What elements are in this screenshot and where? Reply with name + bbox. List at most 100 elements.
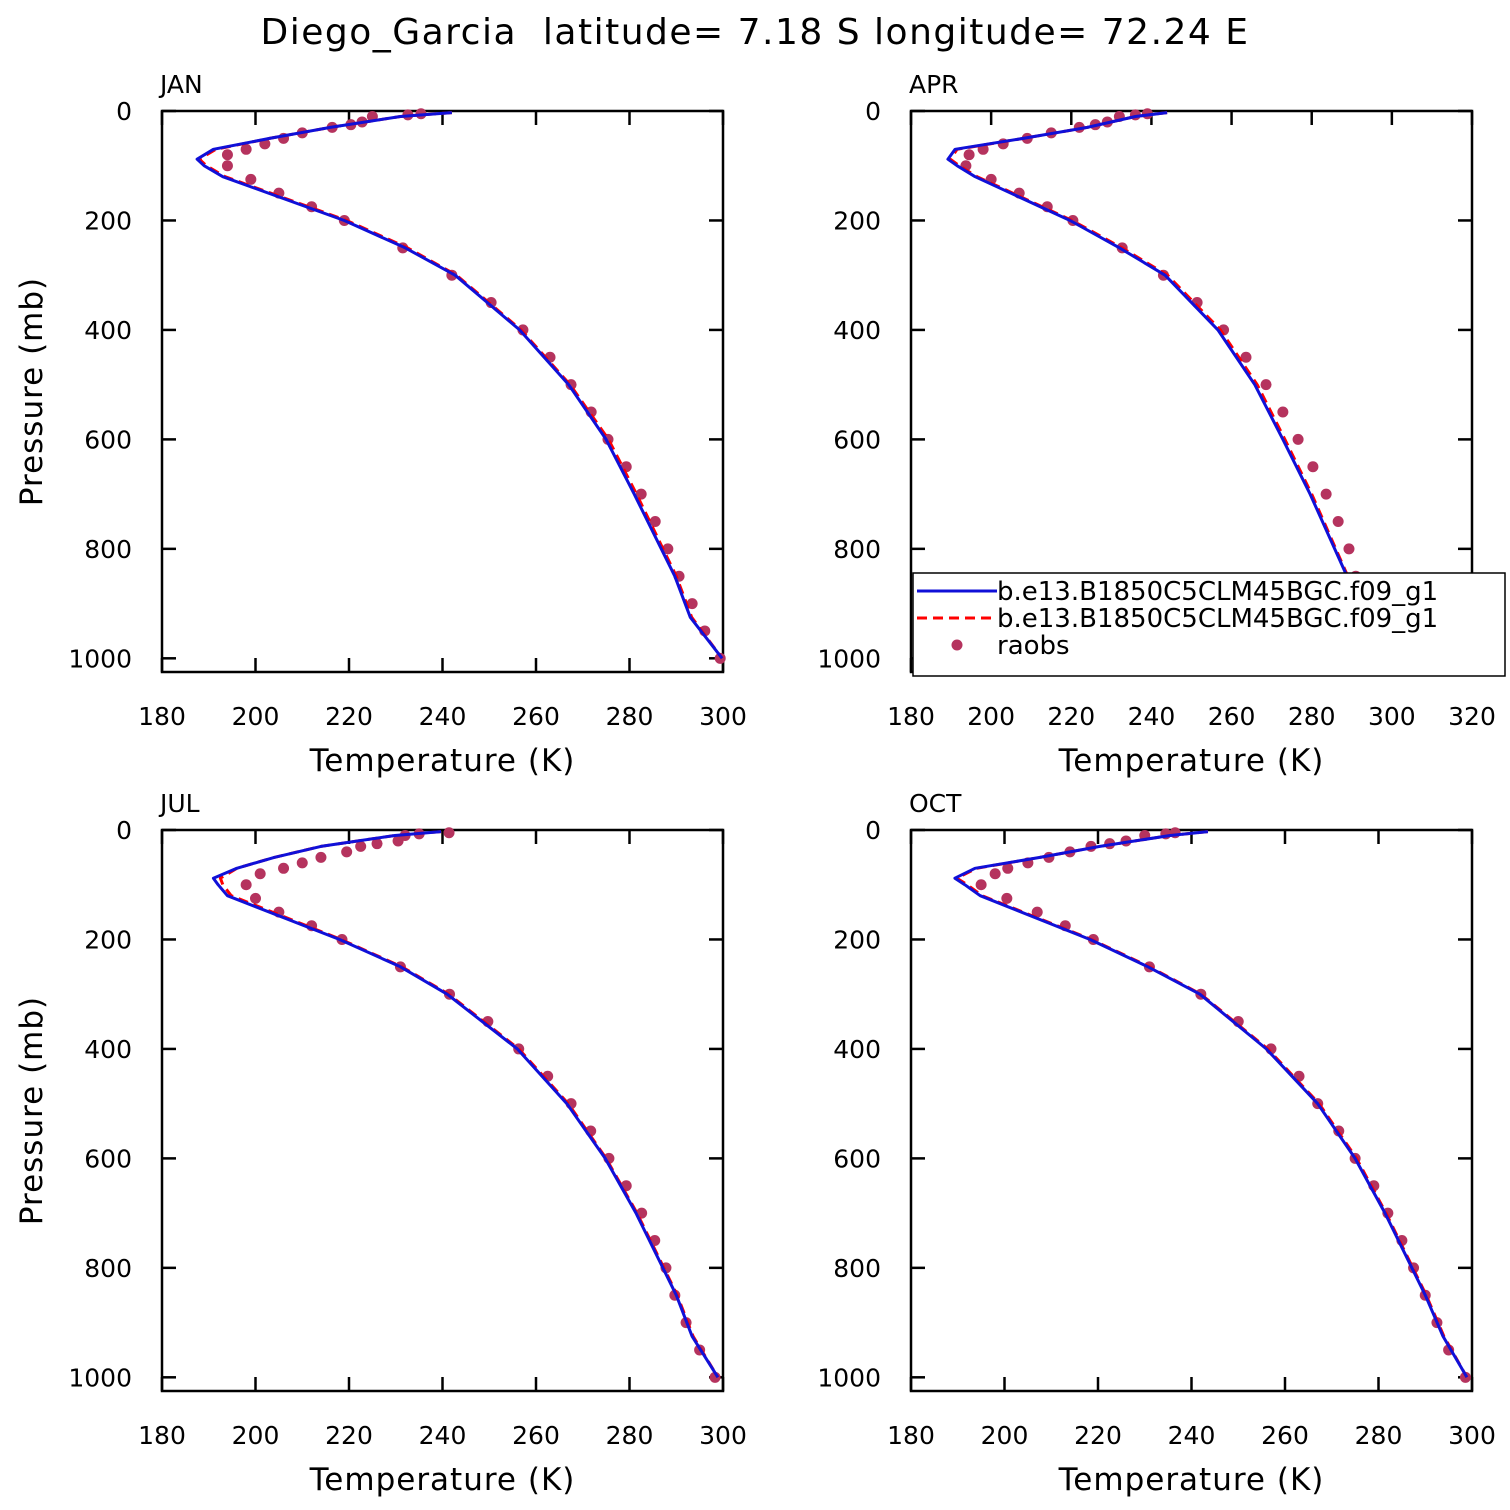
x-tick-label: 240 (1168, 1421, 1216, 1450)
x-tick-label: 200 (967, 702, 1015, 731)
y-tick-label: 600 (833, 425, 881, 454)
model-line (946, 111, 1392, 660)
obs-point (315, 851, 327, 863)
obs-point (714, 652, 726, 664)
y-tick-label: 400 (833, 1035, 881, 1064)
obs-point (635, 488, 647, 500)
obs-point (989, 868, 1001, 880)
y-tick-label: 0 (116, 816, 132, 845)
x-tick-label: 320 (1448, 702, 1496, 731)
x-tick-label: 220 (1047, 702, 1095, 731)
y-tick-label: 600 (84, 1144, 132, 1173)
x-tick-label: 280 (1355, 1421, 1403, 1450)
obs-point (1031, 906, 1043, 918)
legend-label: b.e13.B1850C5CLM45BGC.f09_g1 (997, 577, 1438, 607)
obs-point (1292, 433, 1304, 445)
y-tick-label: 200 (84, 925, 132, 954)
x-tick-label: 180 (887, 1421, 935, 1450)
y-tick-label: 600 (84, 425, 132, 454)
y-tick-label: 400 (833, 316, 881, 345)
obs-point (1240, 351, 1252, 363)
x-tick-label: 240 (419, 702, 467, 731)
obs-point (1307, 461, 1319, 473)
y-tick-label: 1000 (68, 1363, 132, 1392)
y-tick-label: 400 (84, 1035, 132, 1064)
x-tick-label: 260 (512, 702, 560, 731)
x-tick-label: 260 (1208, 702, 1256, 731)
obs-point (245, 173, 257, 185)
obs-point (371, 838, 383, 850)
obs-point (240, 143, 252, 155)
model-line (197, 111, 724, 660)
x-axis-label: Temperature (K) (1058, 743, 1325, 779)
x-tick-label: 280 (1288, 702, 1336, 731)
y-tick-label: 1000 (817, 644, 881, 673)
y-tick-label: 800 (833, 1254, 881, 1283)
x-tick-label: 200 (232, 702, 280, 731)
x-tick-label: 180 (138, 1421, 186, 1450)
obs-point (662, 543, 674, 555)
obs-point (975, 879, 987, 891)
x-tick-label: 260 (512, 1421, 560, 1450)
x-tick-label: 220 (325, 702, 373, 731)
model-line (195, 111, 724, 660)
x-axis-label: Temperature (K) (309, 1462, 576, 1498)
y-tick-label: 200 (84, 206, 132, 235)
obs-point (1001, 892, 1013, 904)
model-line (218, 830, 720, 1379)
x-tick-label: 180 (138, 702, 186, 731)
x-tick-label: 220 (1074, 1421, 1122, 1450)
obs-point (443, 827, 455, 839)
x-tick-label: 300 (1368, 702, 1416, 731)
x-tick-label: 300 (699, 1421, 747, 1450)
obs-point (1320, 488, 1332, 500)
obs-point (649, 515, 661, 527)
y-tick-label: 200 (833, 925, 881, 954)
y-tick-label: 1000 (68, 644, 132, 673)
x-tick-label: 280 (606, 1421, 654, 1450)
y-tick-label: 800 (833, 535, 881, 564)
x-tick-label: 260 (1261, 1421, 1309, 1450)
plot-frame (160, 828, 725, 1393)
obs-point (221, 160, 233, 172)
obs-point (1343, 543, 1355, 555)
obs-point (355, 840, 367, 852)
obs-point (341, 846, 353, 858)
legend-marker (951, 639, 963, 651)
legend-label: b.e13.B1850C5CLM45BGC.f09_g1 (997, 604, 1438, 634)
plot-frame (909, 828, 1474, 1393)
x-tick-label: 240 (419, 1421, 467, 1450)
x-tick-label: 220 (325, 1421, 373, 1450)
panel-title: APR (909, 70, 959, 99)
y-tick-label: 800 (84, 1254, 132, 1283)
x-tick-label: 180 (887, 702, 935, 731)
obs-point (1332, 515, 1344, 527)
obs-point (278, 862, 290, 874)
y-tick-label: 1000 (817, 1363, 881, 1392)
figure-title: Diego_Garcia latitude= 7.18 S longitude=… (260, 12, 1249, 53)
obs-point (1277, 406, 1289, 418)
x-tick-label: 280 (606, 702, 654, 731)
obs-point (392, 835, 404, 847)
plot-frame (160, 109, 725, 674)
obs-point (963, 149, 975, 161)
x-axis-label: Temperature (K) (1058, 1462, 1325, 1498)
y-axis-label: Pressure (mb) (14, 277, 50, 506)
y-tick-label: 0 (116, 97, 132, 126)
y-tick-label: 0 (865, 97, 881, 126)
x-tick-label: 300 (1448, 1421, 1496, 1450)
obs-point (221, 149, 233, 161)
obs-point (296, 857, 308, 869)
obs-point (686, 598, 698, 610)
panel-title: JAN (158, 70, 203, 99)
obs-point (240, 879, 252, 891)
obs-point (1260, 379, 1272, 391)
obs-point (254, 868, 266, 880)
y-tick-label: 600 (833, 1144, 881, 1173)
panel-title: OCT (909, 789, 962, 818)
x-tick-label: 240 (1128, 702, 1176, 731)
y-tick-label: 200 (833, 206, 881, 235)
y-tick-label: 0 (865, 816, 881, 845)
legend-label: raobs (997, 631, 1070, 661)
